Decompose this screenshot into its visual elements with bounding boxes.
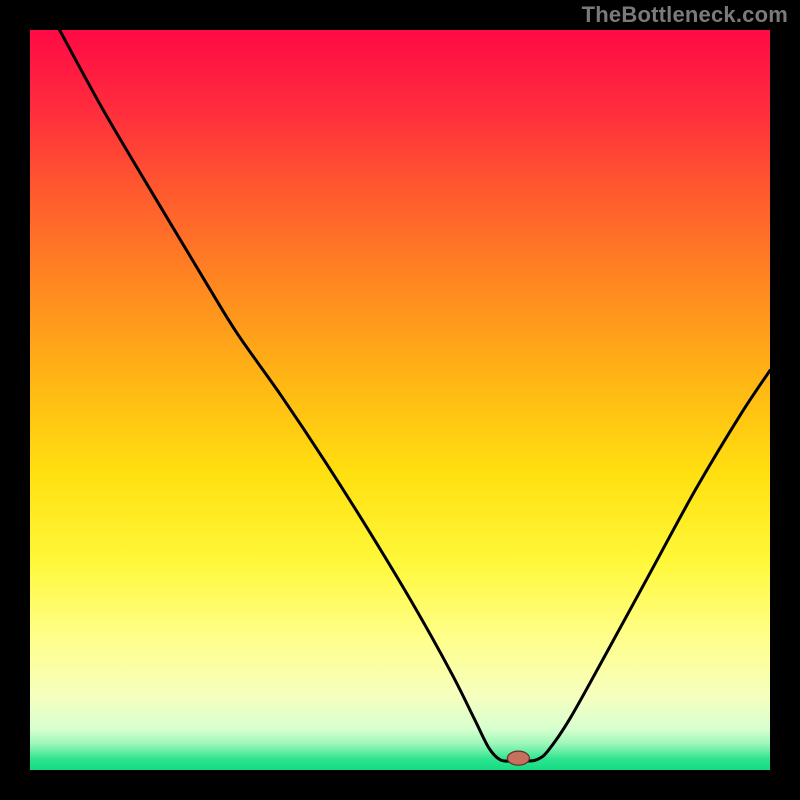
attribution-text: TheBottleneck.com — [582, 2, 788, 28]
chart-frame: TheBottleneck.com — [0, 0, 800, 800]
optimum-marker — [507, 751, 529, 765]
plot-area — [30, 30, 770, 770]
gradient-rect — [30, 30, 770, 770]
chart-svg — [30, 30, 770, 770]
